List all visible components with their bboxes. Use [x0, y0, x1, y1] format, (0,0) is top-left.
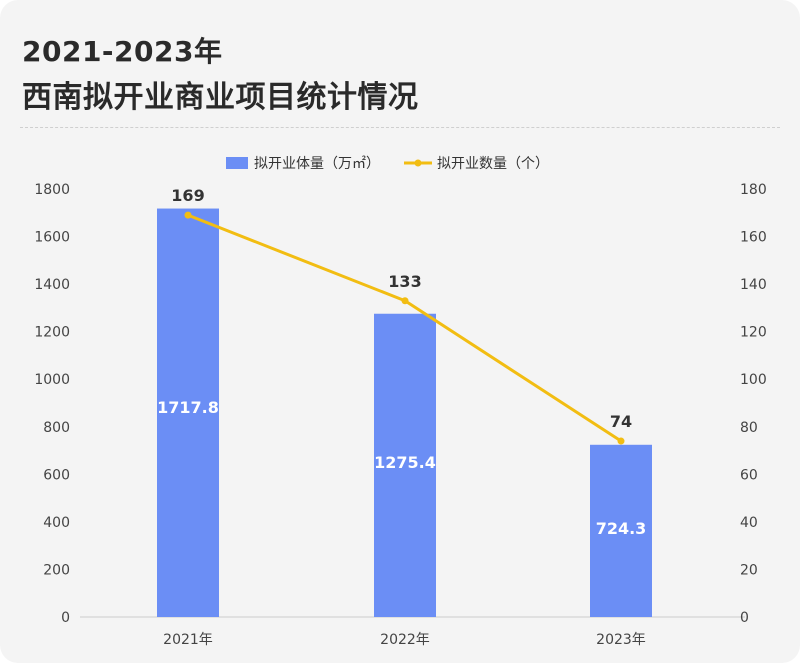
y-left-tick-label: 800 [43, 420, 70, 436]
y-right-tick-label: 40 [740, 515, 758, 531]
legend-bar-swatch [226, 157, 248, 169]
bar-data-label: 724.3 [596, 519, 647, 538]
line-data-label: 133 [388, 272, 421, 291]
y-left-tick-label: 600 [43, 467, 70, 483]
y-left-tick-label: 1400 [34, 277, 70, 293]
y-left-tick-label: 400 [43, 515, 70, 531]
x-tick-label: 2022年 [380, 632, 430, 648]
y-right-tick-label: 80 [740, 420, 758, 436]
y-left-tick-label: 0 [61, 610, 70, 626]
y-right-tick-label: 180 [740, 182, 767, 198]
y-left-tick-label: 1800 [34, 182, 70, 198]
legend-line-label: 拟开业数量（个） [437, 156, 549, 172]
bar [590, 444, 652, 617]
y-right-tick-label: 60 [740, 467, 758, 483]
y-right-tick-label: 100 [740, 372, 767, 388]
chart-title-line2: 西南拟开业商业项目统计情况 [22, 80, 419, 115]
y-right-tick-label: 0 [740, 610, 749, 626]
legend-bar-label: 拟开业体量（万㎡） [254, 156, 380, 172]
x-tick-label: 2023年 [596, 632, 646, 648]
y-right-tick-label: 20 [740, 562, 758, 578]
y-left-tick-label: 1600 [34, 230, 70, 246]
line-data-label: 169 [171, 186, 204, 205]
line-point [184, 211, 192, 219]
bar-data-label: 1275.4 [374, 453, 436, 472]
x-tick-label: 2021年 [163, 632, 213, 648]
y-left-tick-label: 1200 [34, 325, 70, 341]
y-right-tick-label: 120 [740, 325, 767, 341]
y-left-tick-label: 200 [43, 562, 70, 578]
line-point [617, 437, 625, 445]
line-point [401, 297, 409, 305]
y-left-tick-label: 1000 [34, 372, 70, 388]
line-data-label: 74 [610, 412, 632, 431]
bar [374, 313, 436, 617]
y-right-tick-label: 160 [740, 230, 767, 246]
chart-title-line1: 2021-2023年 [22, 35, 223, 68]
bar-data-label: 1717.8 [157, 398, 219, 417]
title-divider [20, 127, 780, 128]
bar [157, 208, 219, 617]
y-right-tick-label: 140 [740, 277, 767, 293]
legend-line-marker [414, 159, 422, 167]
